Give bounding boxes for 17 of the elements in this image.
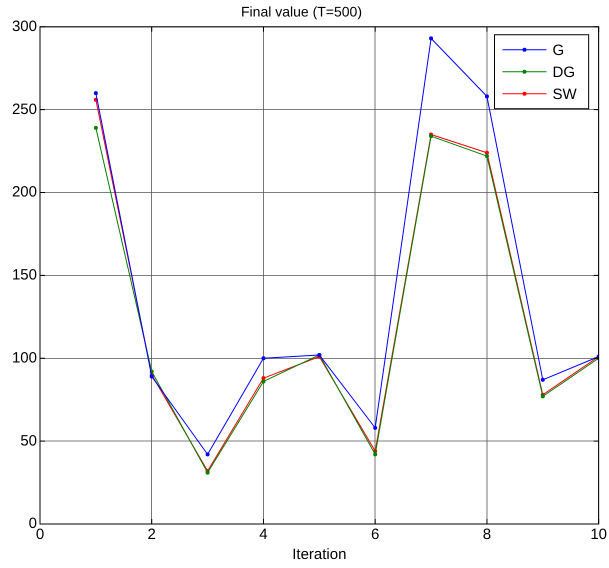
legend-label: G bbox=[552, 42, 564, 59]
x-axis-title: Iteration bbox=[292, 546, 346, 564]
y-tick-label: 300 bbox=[12, 18, 37, 35]
y-tick-label: 150 bbox=[12, 266, 37, 284]
x-tick-label: 2 bbox=[148, 526, 156, 544]
x-tick-label: 6 bbox=[371, 526, 380, 544]
y-tick-label: 0 bbox=[28, 515, 37, 532]
y-tick-label: 200 bbox=[12, 184, 37, 201]
x-tick-label: 10 bbox=[590, 526, 607, 544]
legend-label: DG bbox=[552, 64, 575, 81]
legend-label: SW bbox=[552, 86, 578, 103]
y-tick-label: 100 bbox=[12, 349, 37, 366]
x-tick-label: 8 bbox=[482, 526, 492, 544]
x-tick-label: 4 bbox=[259, 526, 268, 544]
y-tick-label: 250 bbox=[12, 100, 37, 118]
y-tick-label: 50 bbox=[20, 432, 37, 450]
chart-title: Final value (T=500) bbox=[240, 3, 362, 20]
